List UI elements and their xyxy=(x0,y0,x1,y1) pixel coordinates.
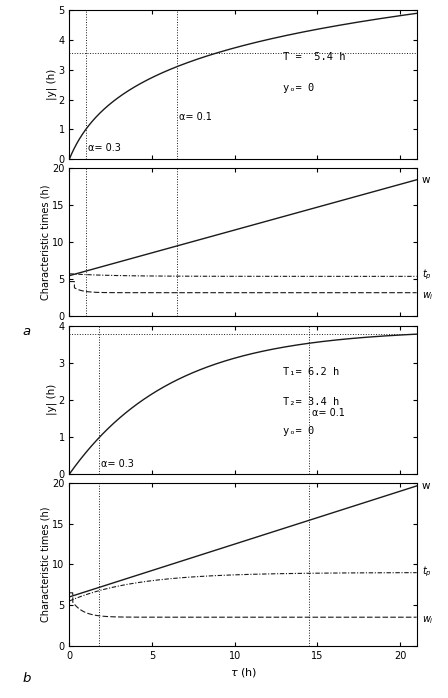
Text: α= 0.1: α= 0.1 xyxy=(312,408,345,419)
Text: α= 0.1: α= 0.1 xyxy=(179,112,212,122)
Text: yₒ= 0: yₒ= 0 xyxy=(283,83,314,94)
Text: $w_i$: $w_i$ xyxy=(422,290,433,302)
Text: T =  5.4 h: T = 5.4 h xyxy=(283,52,345,62)
Y-axis label: Characteristic times (h): Characteristic times (h) xyxy=(41,184,51,300)
Text: $t_p$: $t_p$ xyxy=(422,564,431,579)
Text: α= 0.3: α= 0.3 xyxy=(101,459,134,469)
Text: w: w xyxy=(422,481,430,491)
Text: $t_p$: $t_p$ xyxy=(422,267,431,282)
Text: b: b xyxy=(22,671,31,685)
Text: T₂= 3.4 h: T₂= 3.4 h xyxy=(283,396,339,407)
Y-axis label: |y| (h): |y| (h) xyxy=(47,384,57,415)
Text: yₒ= 0: yₒ= 0 xyxy=(283,426,314,436)
Text: α= 0.3: α= 0.3 xyxy=(88,142,121,153)
Text: $w_i$: $w_i$ xyxy=(422,614,433,626)
Text: w: w xyxy=(422,174,430,185)
X-axis label: $\tau$ (h): $\tau$ (h) xyxy=(229,666,257,679)
Y-axis label: Characteristic times (h): Characteristic times (h) xyxy=(41,507,51,622)
Y-axis label: |y| (h): |y| (h) xyxy=(47,69,57,101)
Text: T₁= 6.2 h: T₁= 6.2 h xyxy=(283,367,339,377)
Text: a: a xyxy=(22,325,31,339)
